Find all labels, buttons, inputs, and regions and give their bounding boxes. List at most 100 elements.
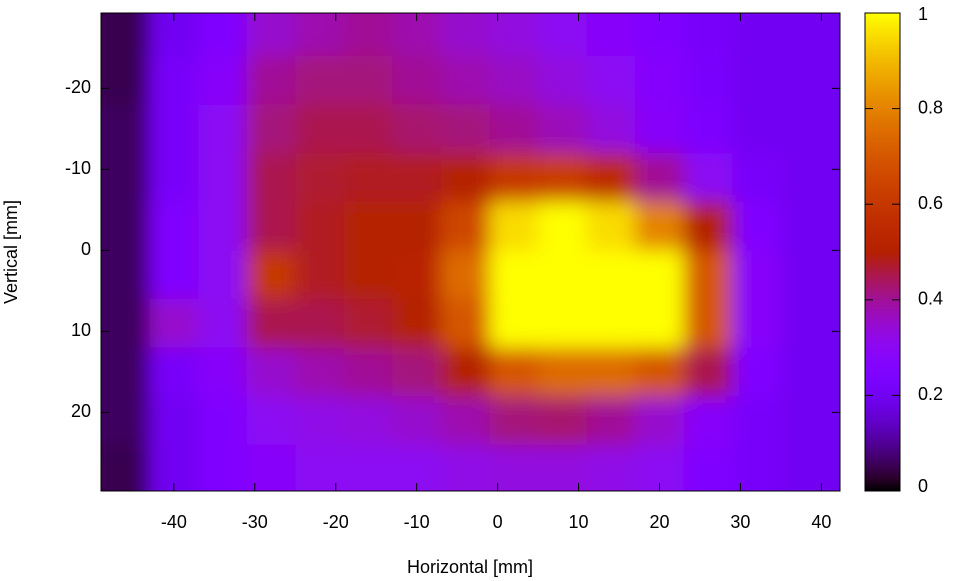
x-tick-label: -10 (404, 512, 430, 532)
heat-cell (198, 153, 248, 203)
heat-cell (683, 444, 733, 491)
heat-cell (198, 298, 248, 349)
heat-cell (343, 347, 393, 397)
heat-cell (489, 298, 539, 349)
heat-cell (343, 13, 393, 57)
heat-cell (343, 153, 393, 203)
heat-cell (489, 153, 539, 203)
heat-cell (586, 104, 636, 154)
heat-cell (586, 250, 636, 300)
heat-cell (780, 396, 840, 446)
heat-cell (683, 55, 733, 106)
heat-cell (246, 298, 296, 349)
heat-cell (683, 250, 733, 300)
y-tick-label: 0 (81, 239, 91, 259)
heat-cell (101, 55, 151, 106)
heat-cell (198, 55, 248, 106)
heat-cell (780, 444, 840, 491)
y-tick-label: -10 (65, 158, 91, 178)
heat-cell (538, 201, 588, 251)
heat-cell (635, 104, 685, 154)
heat-cell (586, 153, 636, 203)
colorbar-tick-label: 0.8 (918, 97, 943, 117)
heat-cell (198, 444, 248, 491)
heat-cell (101, 250, 151, 300)
heat-cell (440, 153, 491, 203)
heat-cell (343, 444, 393, 491)
heat-cell (586, 298, 636, 349)
heat-cell (440, 298, 491, 349)
heat-cell (246, 201, 296, 251)
heat-cell (586, 201, 636, 251)
heat-cell (295, 13, 345, 57)
x-tick-label: -30 (242, 512, 268, 532)
heat-cell (780, 153, 840, 203)
heat-cell (538, 347, 588, 397)
heat-cell (246, 104, 296, 154)
heat-cell (683, 347, 733, 397)
heat-cell (246, 13, 296, 57)
heat-cell (538, 55, 588, 106)
heat-cell (635, 201, 685, 251)
heat-cell (198, 13, 248, 57)
x-axis-label: Horizontal [mm] (407, 557, 533, 577)
x-tick-label: 10 (569, 512, 589, 532)
heat-cell (489, 396, 539, 446)
heat-cell (538, 13, 588, 57)
heat-cell (732, 55, 782, 106)
heat-cell (392, 201, 442, 251)
heat-cell (489, 104, 539, 154)
heat-cell (440, 201, 491, 251)
heat-cell (635, 396, 685, 446)
heat-cell (780, 13, 840, 57)
x-tick-label: 40 (811, 512, 831, 532)
heat-cell (586, 55, 636, 106)
heat-cell (101, 444, 151, 491)
heat-cell (246, 55, 296, 106)
colorbar-tick-label: 0 (918, 476, 928, 496)
colorbar-tick-label: 0.4 (918, 289, 943, 309)
y-tick-label: 20 (71, 401, 91, 421)
heat-cell (732, 347, 782, 397)
heat-cell (538, 153, 588, 203)
heat-cell (149, 104, 199, 154)
heat-cell (586, 13, 636, 57)
heat-cell (149, 396, 199, 446)
colorbar-tick-label: 0.6 (918, 193, 943, 213)
heat-cell (149, 347, 199, 397)
heat-cell (780, 201, 840, 251)
x-tick-label: -20 (323, 512, 349, 532)
heat-cell (198, 396, 248, 446)
heat-cell (683, 201, 733, 251)
heat-cell (440, 444, 491, 491)
heat-cell (392, 396, 442, 446)
plot-frame (100, 12, 841, 492)
heat-cell (392, 347, 442, 397)
heat-cell (392, 55, 442, 106)
heat-cell (732, 153, 782, 203)
heat-cell (683, 153, 733, 203)
heat-cell (732, 13, 782, 57)
heat-cell (635, 153, 685, 203)
heat-cell (149, 250, 199, 300)
heat-cell (489, 250, 539, 300)
heat-cell (440, 396, 491, 446)
heat-cell (198, 201, 248, 251)
heat-cell (489, 55, 539, 106)
heat-cell (586, 396, 636, 446)
heat-cell (392, 13, 442, 57)
x-tick-label: 0 (493, 512, 503, 532)
colorbar (864, 12, 901, 492)
heat-cell (635, 298, 685, 349)
heat-cell (538, 250, 588, 300)
colorbar-tick-label: 0.2 (918, 384, 943, 404)
heat-cell (149, 153, 199, 203)
heat-cell (635, 347, 685, 397)
heat-cell (246, 153, 296, 203)
heat-cell (295, 153, 345, 203)
heat-cell (295, 201, 345, 251)
heat-cell (101, 396, 151, 446)
heat-cell (392, 104, 442, 154)
heat-cell (440, 347, 491, 397)
